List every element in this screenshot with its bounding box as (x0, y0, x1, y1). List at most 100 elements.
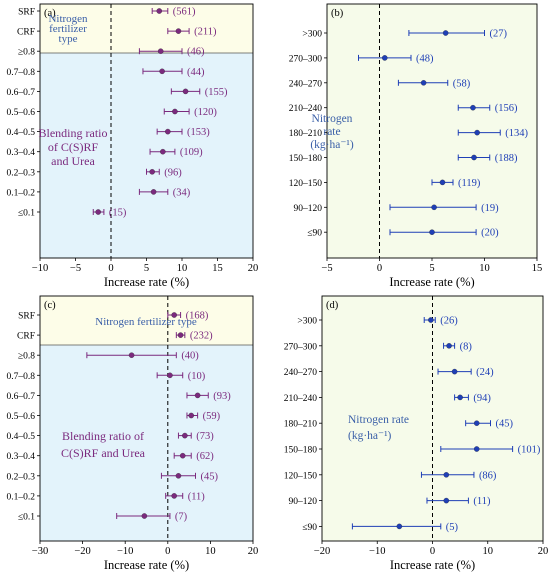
x-tick-label: 15 (212, 263, 223, 274)
data-point (182, 88, 189, 95)
sample-size-label: (45) (200, 471, 218, 482)
data-point (157, 48, 164, 54)
data-point (179, 452, 186, 459)
sample-size-label: (44) (187, 67, 205, 78)
sample-size-label: (119) (458, 178, 481, 189)
y-category-label: >300 (297, 317, 317, 327)
y-category-label: 150–180 (289, 154, 323, 164)
sample-size-label: (45) (496, 419, 514, 430)
sample-size-label: (26) (440, 316, 458, 327)
data-point (141, 513, 148, 519)
y-category-label: ≤90 (302, 523, 317, 533)
y-category-label: 90–120 (289, 497, 318, 507)
sample-size-label: (134) (505, 128, 528, 139)
group-label-nitrogen-rate: Nitrogen rate (kg·ha⁻¹) (310, 113, 354, 151)
sample-size-label: (168) (186, 311, 209, 322)
y-category-label: 0.6–0.7 (7, 88, 36, 98)
sample-size-label: (7) (175, 512, 188, 523)
data-point (428, 317, 434, 323)
panel-label: (d) (326, 300, 339, 311)
y-category-label: 120–150 (284, 471, 318, 481)
data-point (443, 472, 450, 478)
y-category-label: 0.7–0.8 (7, 372, 36, 382)
data-point (175, 473, 182, 479)
top-group-background (40, 296, 253, 345)
x-tick-label: −10 (117, 546, 133, 557)
sample-size-label: (58) (453, 78, 471, 89)
y-category-label: 180–210 (289, 129, 323, 139)
x-tick-label: −10 (369, 546, 385, 557)
data-point (150, 189, 157, 195)
top-group-background (40, 4, 253, 53)
sample-size-label: (120) (194, 107, 217, 118)
data-point (182, 432, 188, 439)
y-category-label: 0.7–0.8 (7, 68, 36, 78)
y-category-label: 0.5–0.6 (7, 108, 36, 118)
data-point (171, 312, 177, 318)
data-point (167, 372, 173, 379)
y-category-label: CRF (17, 28, 35, 38)
plot-frame (39, 295, 254, 542)
sample-size-label: (94) (473, 393, 491, 404)
sample-size-label: (34) (173, 187, 191, 198)
data-point (159, 68, 165, 75)
y-category-label: 120–150 (289, 179, 323, 189)
data-point (194, 392, 201, 399)
x-tick-label: 0 (165, 546, 170, 557)
sample-size-label: (5) (446, 522, 459, 533)
x-tick-label: 10 (177, 263, 188, 274)
y-category-label: 270–300 (284, 342, 318, 352)
y-category-label: 210–240 (289, 104, 323, 114)
bottom-group-background (40, 53, 253, 258)
group-label-blending-ratio: Blending ratio of C(S)RF and Urea (61, 429, 146, 460)
panel-label: (a) (44, 8, 56, 19)
x-tick-label: 0 (377, 263, 382, 274)
y-category-label: 210–240 (284, 394, 318, 404)
data-point (470, 104, 476, 111)
data-point (156, 8, 163, 14)
data-point (471, 154, 477, 161)
y-category-label: ≤0.1 (18, 209, 35, 219)
sample-size-label: (156) (495, 103, 518, 114)
y-category-label: 0.1–0.2 (7, 492, 36, 502)
sample-size-label: (73) (196, 431, 214, 442)
sample-size-label: (155) (205, 87, 228, 98)
x-tick-label: −20 (74, 546, 90, 557)
sample-size-label: (24) (476, 367, 494, 378)
sample-size-label: (11) (188, 491, 206, 502)
panel-d: −20 −10 0 10 20 Increase rate (%) (d) >300 (26) 2… (284, 295, 548, 572)
panel-background (327, 4, 537, 258)
panel-a: −10 −5 0 5 10 15 20 Increase rate (%) (a) SRF (561… (7, 3, 258, 289)
y-category-label: 0.3–0.4 (7, 452, 36, 462)
data-point (429, 229, 435, 235)
x-tick-label: −10 (32, 263, 48, 274)
y-category-label: 0.3–0.4 (7, 148, 36, 158)
sample-size-label: (46) (187, 47, 205, 58)
x-tick-label: 10 (479, 263, 490, 274)
data-point (439, 179, 446, 186)
data-point (431, 204, 437, 211)
y-category-label: 240–270 (289, 79, 323, 89)
y-category-label: 0.4–0.5 (7, 432, 36, 442)
data-point (446, 343, 452, 349)
y-category-label: SRF (18, 8, 35, 18)
sample-size-label: (86) (479, 470, 497, 481)
group-label-nitrogen-rate: Nitrogen rate (kg·ha⁻¹) (348, 414, 409, 442)
sample-size-label: (48) (416, 53, 434, 64)
sample-size-label: (188) (495, 153, 518, 164)
data-point (451, 368, 458, 375)
panel-c: −30 −20 −10 0 10 20 Increase rate (%) (c) SRF (16… (7, 295, 258, 572)
data-point (473, 446, 480, 452)
x-axis-label: Increase rate (%) (389, 275, 474, 289)
y-category-label: 0.6–0.7 (7, 392, 36, 402)
y-category-label: 270–300 (289, 54, 323, 64)
x-tick-label: 10 (483, 546, 494, 557)
x-tick-label: −30 (32, 546, 48, 557)
y-category-label: ≥0.8 (18, 352, 35, 362)
y-category-label: 0.2–0.3 (7, 472, 36, 482)
sample-size-label: (19) (481, 203, 499, 214)
sample-size-label: (561) (173, 7, 196, 18)
y-category-label: >300 (302, 30, 322, 40)
sample-size-label: (15) (109, 208, 127, 219)
x-axis-label: Increase rate (%) (104, 275, 189, 289)
